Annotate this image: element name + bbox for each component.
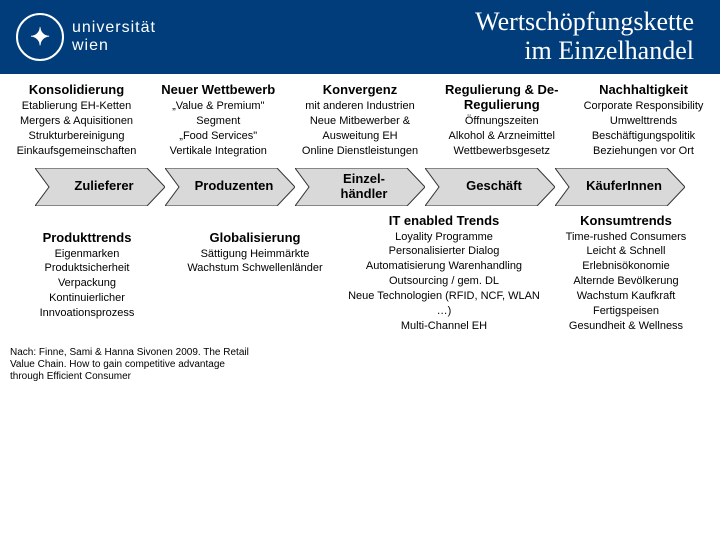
arrow-1: Produzenten bbox=[165, 168, 295, 206]
logo-word-1: universität bbox=[72, 19, 156, 36]
bottom-title-1: Globalisierung bbox=[164, 230, 346, 245]
top-title-2: Konvergenz bbox=[294, 82, 427, 97]
arrow-chain: Zulieferer Produzenten Einzel-händler Ge… bbox=[10, 167, 710, 207]
top-col-3: Regulierung & De-Regulierung Öffnungszei… bbox=[435, 82, 568, 159]
top-row: Konsolidierung Etablierung EH-KettenMerg… bbox=[10, 82, 710, 159]
top-title-4: Nachhaltigkeit bbox=[577, 82, 710, 97]
top-items-3: ÖffnungszeitenAlkohol & ArzneimittelWett… bbox=[435, 114, 568, 159]
top-items-2: mit anderen IndustrienNeue Mitbewerber &… bbox=[294, 99, 427, 158]
bottom-items-2: Loyality ProgrammePersonalisierter Dialo… bbox=[346, 230, 542, 334]
title-line-1: Wertschöpfungskette bbox=[156, 8, 694, 37]
sub-title-right: Konsumtrends bbox=[542, 213, 710, 228]
arrow-label-4: KäuferInnen bbox=[572, 179, 668, 193]
bottom-col-2: Loyality ProgrammePersonalisierter Dialo… bbox=[346, 230, 542, 334]
header: ✦ universität wien Wertschöpfungskette i… bbox=[0, 0, 720, 74]
top-col-1: Neuer Wettbewerb „Value & Premium" Segme… bbox=[152, 82, 285, 159]
arrow-label-3: Geschäft bbox=[452, 179, 528, 193]
bottom-title-0: Produkttrends bbox=[10, 230, 164, 245]
arrow-0: Zulieferer bbox=[35, 168, 165, 206]
top-col-0: Konsolidierung Etablierung EH-KettenMerg… bbox=[10, 82, 143, 159]
logo-word-2: wien bbox=[72, 37, 109, 54]
arrow-4: KäuferInnen bbox=[555, 168, 685, 206]
sub-title-left: IT enabled Trends bbox=[346, 213, 542, 228]
arrow-label-0: Zulieferer bbox=[60, 179, 139, 193]
top-title-0: Konsolidierung bbox=[10, 82, 143, 97]
bottom-col-3: Time-rushed ConsumersLeicht & SchnellErl… bbox=[542, 230, 710, 334]
arrow-label-2: Einzel-händler bbox=[327, 172, 394, 201]
top-title-1: Neuer Wettbewerb bbox=[152, 82, 285, 97]
logo-seal-icon: ✦ bbox=[16, 13, 64, 61]
top-items-4: Corporate ResponsibilityUmwelttrendsBesc… bbox=[577, 99, 710, 158]
arrow-label-1: Produzenten bbox=[181, 179, 280, 193]
bottom-items-0: EigenmarkenProduktsicherheitVerpackungKo… bbox=[10, 247, 164, 321]
bottom-row: Produkttrends EigenmarkenProduktsicherhe… bbox=[10, 230, 710, 334]
bottom-col-0: Produkttrends EigenmarkenProduktsicherhe… bbox=[10, 230, 164, 334]
title-line-2: im Einzelhandel bbox=[156, 37, 694, 66]
top-items-0: Etablierung EH-KettenMergers & Aquisitio… bbox=[10, 99, 143, 158]
top-title-3: Regulierung & De-Regulierung bbox=[435, 82, 568, 112]
bottom-items-1: Sättigung HeimmärkteWachstum Schwellenlä… bbox=[164, 247, 346, 277]
bottom-col-1: Globalisierung Sättigung HeimmärkteWachs… bbox=[164, 230, 346, 334]
top-col-2: Konvergenz mit anderen IndustrienNeue Mi… bbox=[294, 82, 427, 159]
sub-row: IT enabled Trends Konsumtrends bbox=[10, 213, 710, 228]
arrow-2: Einzel-händler bbox=[295, 168, 425, 206]
content: Konsolidierung Etablierung EH-KettenMerg… bbox=[0, 74, 720, 391]
citation: Nach: Finne, Sami & Hanna Sivonen 2009. … bbox=[10, 347, 250, 383]
logo: ✦ universität wien bbox=[16, 13, 156, 61]
top-col-4: Nachhaltigkeit Corporate ResponsibilityU… bbox=[577, 82, 710, 159]
arrow-3: Geschäft bbox=[425, 168, 555, 206]
page-title: Wertschöpfungskette im Einzelhandel bbox=[156, 8, 704, 65]
logo-text: universität wien bbox=[72, 19, 156, 55]
bottom-items-3: Time-rushed ConsumersLeicht & SchnellErl… bbox=[542, 230, 710, 334]
top-items-1: „Value & Premium" Segment„Food Services"… bbox=[152, 99, 285, 158]
